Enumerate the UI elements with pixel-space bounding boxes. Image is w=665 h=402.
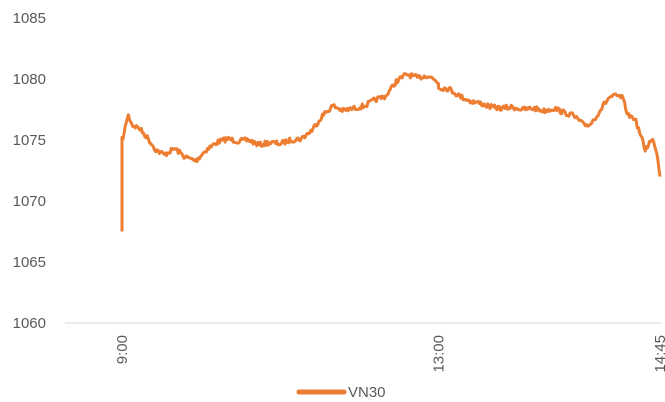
y-axis: 1060 1065 1070 1075 1080 1085 [13,10,46,332]
series-line-vn30 [120,72,662,232]
y-tick-label: 1070 [13,193,46,210]
x-tick-label: 9:00 [114,335,131,364]
y-tick-label: 1085 [13,10,46,27]
y-tick-label: 1065 [13,254,46,271]
x-axis: 9:00 13:00 14:45 [65,322,665,373]
x-tick-label: 14:45 [652,335,665,373]
y-tick-label: 1075 [13,132,46,149]
legend: VN30 [296,384,386,401]
legend-label-vn30: VN30 [348,384,386,401]
y-tick-label: 1080 [13,71,46,88]
series-group [120,72,662,232]
x-tick-label: 13:00 [430,335,447,373]
y-tick-label: 1060 [13,315,46,332]
